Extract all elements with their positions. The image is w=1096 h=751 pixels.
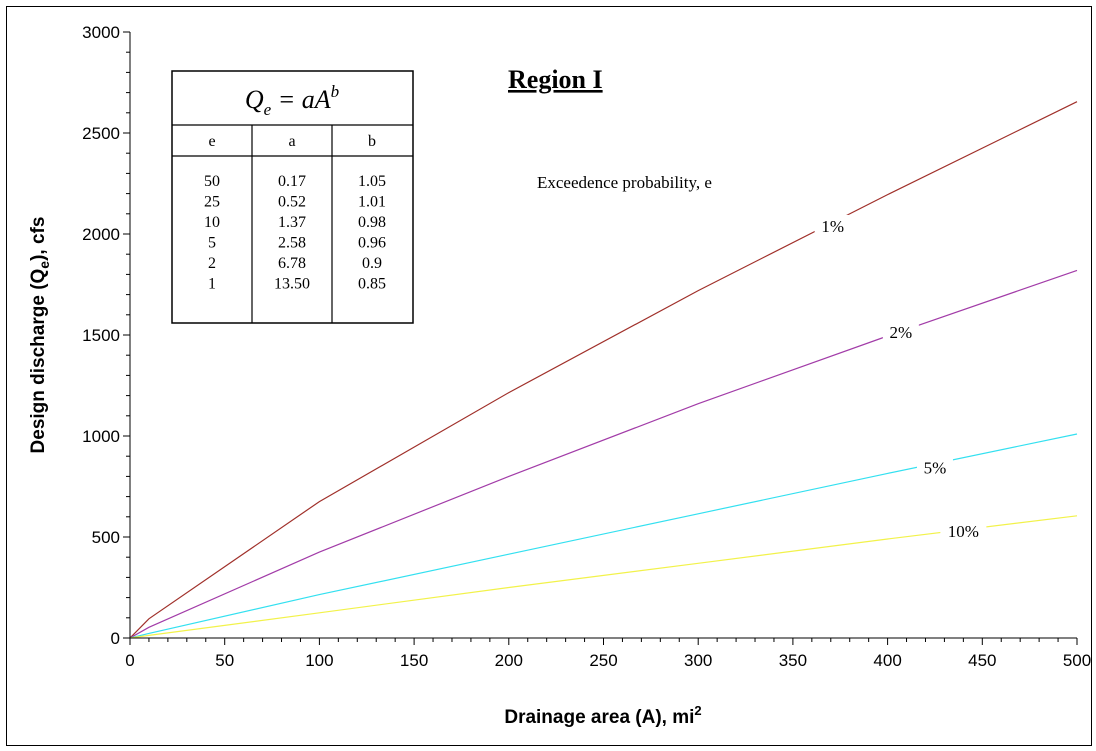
y-axis-title: Design discharge (Qe), cfs: [28, 217, 52, 454]
series-label-bg-4: [940, 519, 987, 542]
x-tick-label-9: 450: [968, 651, 996, 670]
table-cell-r5-c0: 1: [208, 276, 216, 293]
x-tick-label-3: 150: [400, 651, 428, 670]
y-axis-title-post: ), cfs: [28, 217, 49, 261]
x-tick-label-7: 350: [779, 651, 807, 670]
series-line-3: [129, 433, 1078, 639]
table-rows: 50 0.17 1.05 25 0.52 1.01 10 1.37 0.98 5 2.58 0.96 2…: [204, 173, 386, 293]
chart-title: Region I: [508, 65, 603, 94]
formula-q: Q: [245, 85, 264, 114]
series-label-4: 10%: [948, 522, 979, 541]
table-cell-r2-c2: 0.98: [358, 214, 386, 231]
table-outer-border: [171, 70, 414, 324]
x-axis-title-text: Drainage area (A), mi: [504, 707, 694, 728]
table-header-a: a: [288, 133, 295, 150]
table-cell-r1-c1: 0.52: [278, 194, 306, 211]
y-tick-label-6: 3000: [82, 23, 120, 42]
table-cell-r1-c0: 25: [204, 194, 220, 211]
table-formula: Qe = aAb: [245, 82, 339, 119]
series-line-1: [129, 101, 1078, 639]
x-tick-label-2: 100: [305, 651, 333, 670]
y-axis-title-sub: e: [36, 261, 52, 269]
table-cell-r0-c1: 0.17: [278, 173, 306, 190]
annotation-exceedence: Exceedence probability, e: [537, 173, 712, 192]
table-cell-r3-c1: 2.58: [278, 235, 306, 252]
plot-layer: 1% 2% 5% 10%: [129, 101, 1078, 639]
formula-q-sub: e: [264, 100, 272, 119]
series-line-2: [129, 269, 1078, 639]
table-cell-r1-c2: 1.01: [358, 194, 386, 211]
series-label-bg-2: [882, 320, 919, 343]
series-label-2: 2%: [890, 323, 913, 342]
table-cell-r3-c2: 0.96: [358, 235, 386, 252]
x-tick-label-5: 250: [589, 651, 617, 670]
table-cell-r0-c0: 50: [204, 173, 220, 190]
y-tick-label-3: 1500: [82, 326, 120, 345]
x-tick-label-4: 200: [495, 651, 523, 670]
formula-sup: b: [331, 82, 340, 101]
x-tick-label-8: 400: [873, 651, 901, 670]
table-cell-r0-c2: 1.05: [358, 173, 386, 190]
series-label-1: 1%: [821, 217, 844, 236]
y-tick-label-4: 2000: [82, 225, 120, 244]
table-cell-r4-c1: 6.78: [278, 255, 306, 272]
x-axis-title-sup: 2: [694, 703, 701, 718]
x-axis-title: Drainage area (A), mi2: [504, 703, 701, 728]
table-header-e: e: [208, 133, 215, 150]
y-tick-label-5: 2500: [82, 124, 120, 143]
table-cell-r2-c0: 10: [204, 214, 220, 231]
table-cell-r4-c2: 0.9: [362, 255, 382, 272]
table-cell-r4-c0: 2: [208, 255, 216, 272]
x-tick-label-10: 500: [1063, 651, 1091, 670]
series-label-3: 5%: [924, 458, 947, 477]
y-tick-label-0: 0: [111, 629, 120, 648]
table-cell-r5-c1: 13.50: [274, 276, 310, 293]
y-tick-label-2: 1000: [82, 427, 120, 446]
y-axis-title-pre: Design discharge (Q: [28, 269, 49, 454]
x-tick-label-0: 0: [125, 651, 134, 670]
table-cell-r2-c1: 1.37: [278, 214, 306, 231]
series-label-bg-1: [814, 214, 851, 237]
table-cell-r3-c0: 5: [208, 235, 216, 252]
formula-rest: = aA: [271, 85, 331, 114]
series-line-4: [129, 515, 1078, 639]
table-header-b: b: [368, 133, 376, 150]
y-tick-label-1: 500: [92, 528, 120, 547]
table-cell-r5-c2: 0.85: [358, 276, 386, 293]
x-tick-label-1: 50: [215, 651, 234, 670]
x-tick-label-6: 300: [684, 651, 712, 670]
series-label-bg-3: [916, 456, 953, 479]
